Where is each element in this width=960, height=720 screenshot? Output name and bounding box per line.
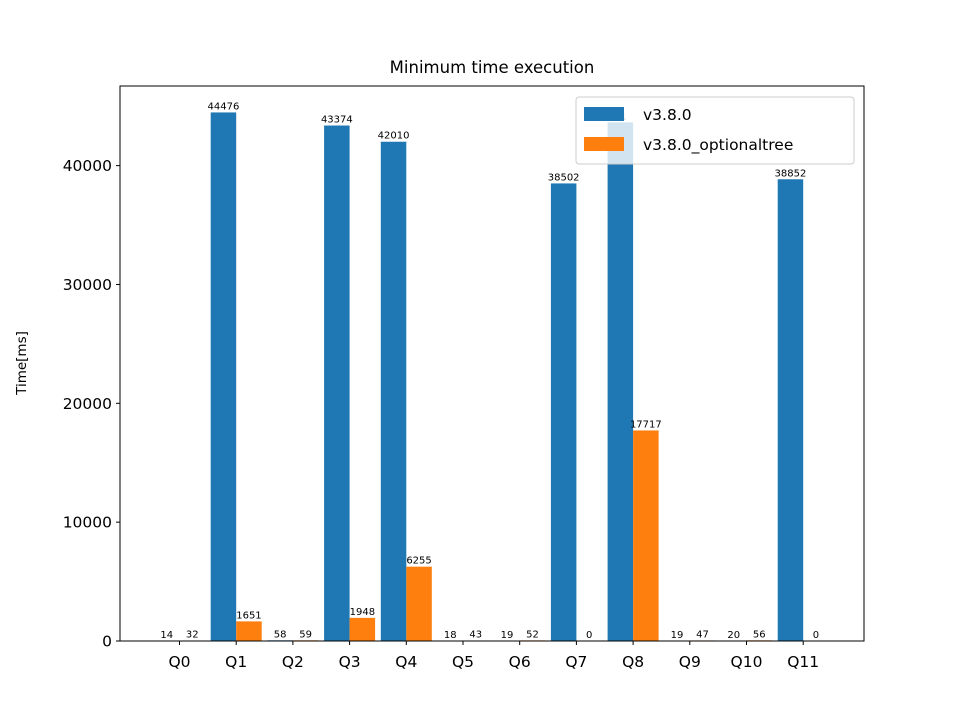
bar-v3-8-0-q1 <box>210 112 237 641</box>
x-tick-label-q6: Q6 <box>509 653 531 671</box>
legend-label-v3-8-0-optionaltree: v3.8.0_optionaltree <box>643 136 793 155</box>
bar-label-v3-8-0-optionaltree-q11: 0 <box>813 630 819 641</box>
bar-v3-8-0-optionaltree-q1 <box>236 621 262 641</box>
bar-label-v3-8-0-optionaltree-q7: 0 <box>586 630 592 641</box>
x-tick-label-q4: Q4 <box>395 653 417 671</box>
y-tick-label: 30000 <box>63 276 112 294</box>
axes-frame <box>119 85 865 642</box>
bar-label-v3-8-0-q1: 44476 <box>208 101 240 112</box>
bar-v3-8-0-optionaltree-q4 <box>406 566 432 641</box>
bar-v3-8-0-q11 <box>777 179 804 641</box>
bar-v3-8-0-q7 <box>550 183 577 642</box>
bar-label-v3-8-0-optionaltree-q3: 1948 <box>350 607 375 618</box>
bar-label-v3-8-0-optionaltree-q9: 47 <box>696 629 709 640</box>
x-axis: Q0 Q1 Q2 Q3 Q4 Q5 Q6 Q7 Q8 Q9 Q10 Q11 <box>168 641 819 671</box>
x-tick-label-q1: Q1 <box>225 653 247 671</box>
legend-label-v3-8-0: v3.8.0 <box>643 106 692 124</box>
bar-label-v3-8-0-q4: 42010 <box>378 131 410 142</box>
x-tick-label-q0: Q0 <box>168 653 190 671</box>
bar-v3-8-0-q3 <box>324 125 350 642</box>
bar-v3-8-0-optionaltree-q8 <box>633 430 659 641</box>
chart-title: Minimum time execution <box>390 58 595 77</box>
x-tick-label-q7: Q7 <box>565 653 587 671</box>
bar-v3-8-0-q4 <box>380 141 407 642</box>
y-tick-label: 20000 <box>63 395 112 413</box>
bar-label-v3-8-0-optionaltree-q5: 43 <box>469 629 482 640</box>
bar-v3-8-0-optionaltree-q3 <box>349 617 376 641</box>
bar-label-v3-8-0-q6: 19 <box>501 630 514 641</box>
bar-value-labels: 14 32 44476 1651 58 59 43374 1948 42010 6255 18 43 1… <box>160 101 819 641</box>
bar-label-v3-8-0-q11: 38852 <box>775 168 807 179</box>
bar-v3-8-0-q8 <box>607 122 634 641</box>
bar-label-v3-8-0-optionaltree-q0: 32 <box>186 630 199 641</box>
bar-label-v3-8-0-q2: 58 <box>274 629 287 640</box>
y-axis: 0 10000 20000 30000 40000 <box>63 157 120 651</box>
bar-label-v3-8-0-optionaltree-q8: 17717 <box>630 419 662 430</box>
bars <box>154 112 804 642</box>
x-tick-label-q5: Q5 <box>452 653 474 671</box>
bar-label-v3-8-0-q10: 20 <box>727 630 740 641</box>
legend-box <box>575 96 855 165</box>
bar-label-v3-8-0-q5: 18 <box>444 630 457 641</box>
bar-label-v3-8-0-optionaltree-q4: 6255 <box>406 556 431 567</box>
y-tick-label: 10000 <box>63 514 112 532</box>
x-tick-label-q9: Q9 <box>679 653 701 671</box>
y-tick-label: 40000 <box>63 157 112 175</box>
legend-swatch-v3-8-0-optionaltree <box>584 137 624 151</box>
y-axis-label: Time[ms] <box>14 331 30 396</box>
y-tick-label: 0 <box>102 633 112 651</box>
x-tick-label-q8: Q8 <box>622 653 644 671</box>
bar-label-v3-8-0-q0: 14 <box>160 630 173 641</box>
x-tick-label-q3: Q3 <box>339 653 361 671</box>
bar-label-v3-8-0-optionaltree-q10: 56 <box>753 629 766 640</box>
x-tick-label-q2: Q2 <box>282 653 304 671</box>
bar-label-v3-8-0-q7: 38502 <box>548 172 580 183</box>
bar-label-v3-8-0-q9: 19 <box>671 630 684 641</box>
bar-label-v3-8-0-q3: 43374 <box>321 115 353 126</box>
legend: v3.8.0 v3.8.0_optionaltree <box>575 96 855 165</box>
bar-label-v3-8-0-optionaltree-q1: 1651 <box>236 610 261 621</box>
bar-label-v3-8-0-optionaltree-q6: 52 <box>526 629 539 640</box>
bar-label-v3-8-0-optionaltree-q2: 59 <box>299 629 312 640</box>
legend-swatch-v3-8-0 <box>584 107 624 121</box>
x-tick-label-q10: Q10 <box>731 653 763 671</box>
x-tick-label-q11: Q11 <box>787 653 819 671</box>
